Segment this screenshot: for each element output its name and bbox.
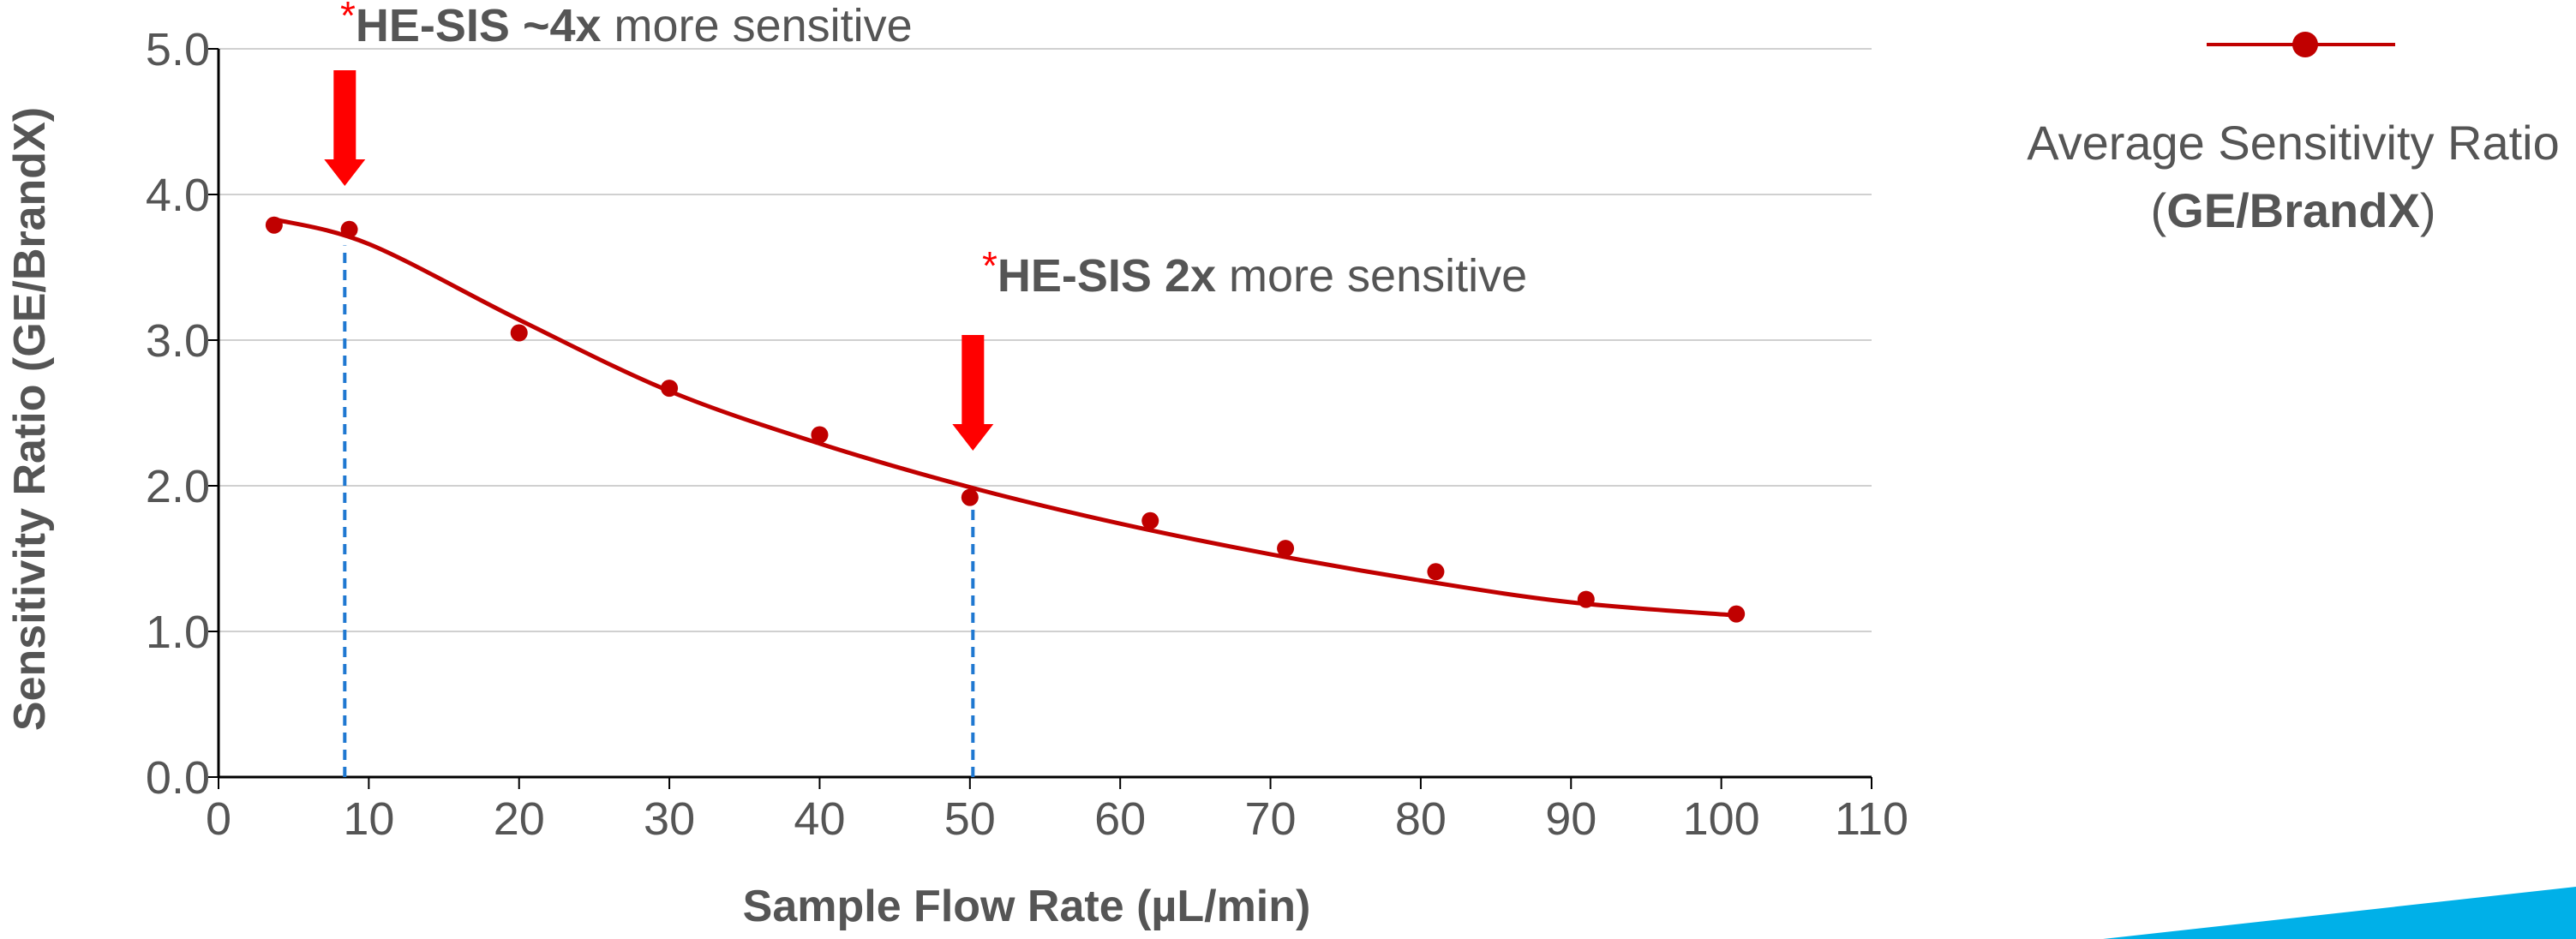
text-part: Average Sensitivity Ratio	[2027, 116, 2560, 170]
text-line: *HE-SIS ~4x more sensitive	[340, 0, 913, 51]
y-tick-label: 1.0	[146, 607, 210, 658]
data-point	[1277, 540, 1295, 558]
x-tick-label: 10	[343, 793, 394, 845]
y-tick-label: 4.0	[146, 170, 210, 221]
decoration	[2103, 887, 2576, 939]
x-tick-label: 60	[1094, 793, 1146, 845]
data-point	[1728, 605, 1746, 623]
data-point	[811, 426, 829, 444]
text-part: HE-SIS ~4x	[356, 0, 602, 51]
text-part: )	[2420, 183, 2436, 237]
y-axis-label: Sensitivity Ratio (GE/BrandX)	[5, 107, 55, 731]
data-point	[340, 220, 358, 238]
x-tick-label: 20	[494, 793, 545, 845]
text-part: GE/BrandX	[2166, 183, 2420, 237]
data-point	[1427, 563, 1445, 581]
x-axis-label: Sample Flow Rate (µL/min)	[743, 882, 1311, 931]
text-part: more sensitive	[1216, 250, 1527, 302]
text-line: Average Sensitivity Ratio	[2027, 116, 2560, 170]
data-point	[1577, 590, 1595, 608]
x-tick-label: 50	[944, 793, 996, 845]
y-tick-label: 0.0	[146, 752, 210, 804]
text-line: (GE/BrandX)	[2151, 183, 2436, 237]
text-part: more sensitive	[602, 0, 913, 51]
data-point	[661, 380, 679, 398]
text-line: *HE-SIS 2x more sensitive	[982, 243, 1527, 302]
asterisk: *	[982, 243, 997, 288]
x-tick-label: 40	[794, 793, 845, 845]
arrow	[952, 335, 994, 451]
y-tick-label: 3.0	[146, 315, 210, 367]
x-tick-label: 90	[1545, 793, 1597, 845]
data-point	[961, 488, 979, 506]
legend-marker	[2292, 32, 2318, 57]
x-tick-label: 80	[1395, 793, 1447, 845]
x-tick-label: 110	[1835, 793, 1908, 845]
text-part: (	[2151, 183, 2167, 237]
arrow	[324, 70, 366, 186]
data-point	[265, 216, 283, 234]
data-point	[1141, 511, 1159, 529]
y-tick-label: 5.0	[146, 24, 210, 75]
x-tick-label: 0	[206, 793, 231, 845]
x-tick-label: 30	[644, 793, 695, 845]
x-tick-label: 100	[1683, 793, 1760, 845]
text-part: HE-SIS 2x	[997, 250, 1216, 302]
asterisk: *	[340, 0, 356, 38]
y-tick-label: 2.0	[146, 461, 210, 512]
data-point	[510, 324, 528, 342]
trend-line	[273, 217, 1737, 618]
x-tick-label: 70	[1245, 793, 1297, 845]
